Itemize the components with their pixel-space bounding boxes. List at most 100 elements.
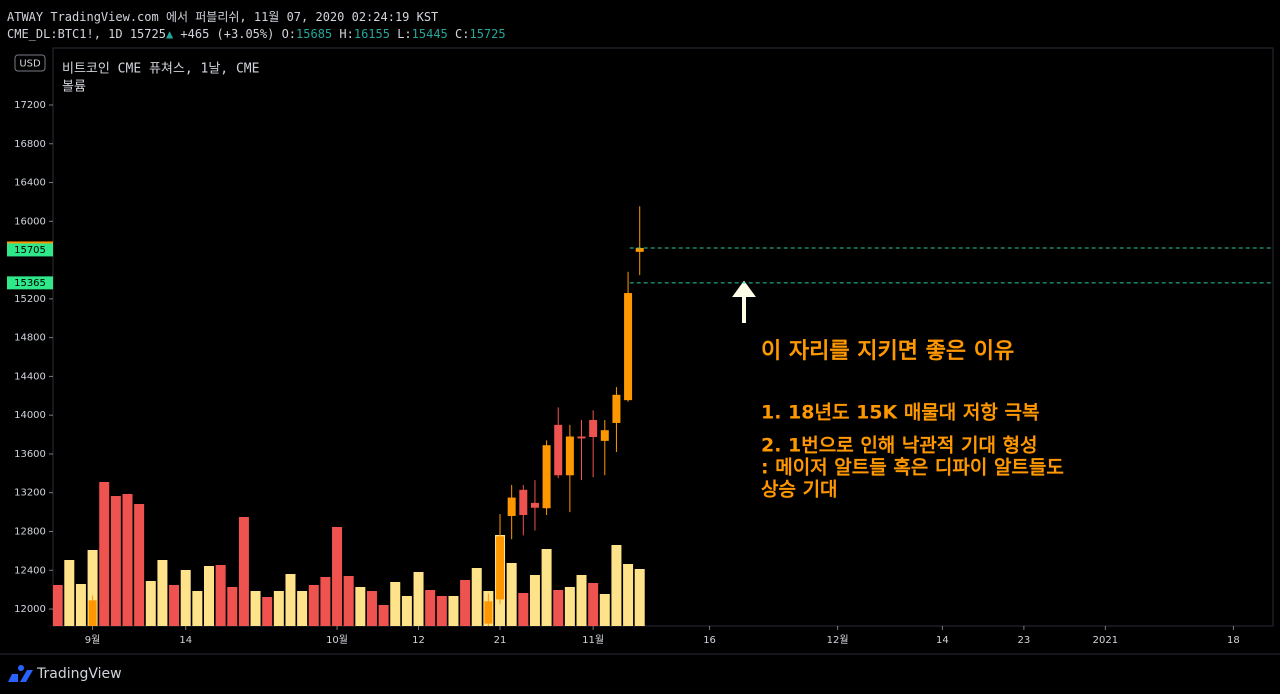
volume-bar xyxy=(553,590,564,626)
axis-unit-box xyxy=(14,54,46,72)
candle-body xyxy=(565,436,574,476)
x-tick-label: 10월 xyxy=(326,634,348,646)
x-tick-label: 21 xyxy=(494,635,507,646)
y-tick-label: 16400 xyxy=(14,178,46,189)
volume-bar xyxy=(425,590,436,626)
volume-bar xyxy=(285,574,296,626)
volume-bar xyxy=(250,591,261,626)
volume-bar xyxy=(599,594,610,626)
y-tick-label: 14800 xyxy=(14,333,46,344)
volume-bar xyxy=(634,569,645,626)
x-tick-label: 14 xyxy=(179,635,192,646)
volume-bar xyxy=(308,585,319,626)
volume-bar xyxy=(64,560,75,626)
y-tick-label: 16000 xyxy=(14,216,46,227)
volume-bar xyxy=(169,585,180,626)
plot-frame xyxy=(52,47,1274,627)
volume-bar xyxy=(541,549,552,626)
low-value: 15445 xyxy=(411,27,448,41)
high-value: 16155 xyxy=(353,27,390,41)
brand[interactable]: TradingView xyxy=(36,666,122,682)
volume-bar xyxy=(273,591,284,626)
close-value: 15725 xyxy=(469,27,506,41)
symbol-line: CME_DL:BTC1!, 1D 15725▲ +465 (+3.05%) O:… xyxy=(7,27,506,41)
x-tick-label: 12월 xyxy=(827,634,849,646)
candle-body xyxy=(635,247,644,252)
x-tick-label: 12 xyxy=(412,635,425,646)
annotation-point: 1. 18년도 15K 매물대 저항 극복 xyxy=(761,402,1039,424)
x-tick-label: 18 xyxy=(1227,635,1240,646)
volume-bar xyxy=(320,577,331,626)
volume-bar xyxy=(343,576,354,626)
price-label-box xyxy=(7,276,53,290)
volume-bar xyxy=(145,581,156,626)
volume-bar xyxy=(297,591,308,626)
y-tick-label: 12400 xyxy=(14,565,46,576)
volume-bar xyxy=(134,504,145,626)
volume-bar xyxy=(355,587,366,626)
volume-bar xyxy=(390,582,401,626)
annotation-point: 상승 기대 xyxy=(761,479,838,501)
y-tick-label: 16800 xyxy=(14,139,46,150)
legend-title: 비트코인 CME 퓨쳐스, 1날, CME xyxy=(62,62,259,77)
volume-bar xyxy=(180,570,191,626)
y-tick-label: 14000 xyxy=(14,410,46,421)
volume-bar xyxy=(518,593,529,626)
candle-body xyxy=(519,489,528,516)
candle-body xyxy=(554,424,563,476)
volume-bar xyxy=(75,584,86,626)
annotation-point: : 메이저 알트들 혹은 디파이 알트들도 xyxy=(761,456,1064,479)
volume-bar xyxy=(87,550,98,626)
annotation-point: 2. 1번으로 인해 낙관적 기대 형성 xyxy=(761,435,1038,457)
volume-bar xyxy=(53,585,63,626)
volume-bar xyxy=(366,591,377,626)
volume-bar xyxy=(99,482,110,626)
candle-body xyxy=(542,445,551,509)
y-tick-label: 12000 xyxy=(14,604,46,615)
symbol: CME_DL:BTC1!, 1D xyxy=(7,27,123,41)
volume-bar xyxy=(529,575,540,626)
volume-bar xyxy=(623,564,634,626)
candle-body xyxy=(600,430,609,441)
price-label: 15705 xyxy=(14,245,46,256)
open-value: 15685 xyxy=(296,27,333,41)
volume-bar xyxy=(506,563,517,626)
x-tick-label: 14 xyxy=(936,635,949,646)
last-price: 15725 xyxy=(129,27,166,41)
volume-bar xyxy=(401,596,412,626)
plot xyxy=(53,206,645,626)
volume-bar xyxy=(436,596,447,626)
volume-bar xyxy=(576,575,587,626)
volume-bar xyxy=(203,566,214,626)
volume-bar xyxy=(215,565,226,626)
x-tick-label: 11월 xyxy=(582,634,604,646)
price-label-box xyxy=(7,243,53,257)
x-tick-label: 23 xyxy=(1018,635,1031,646)
volume-bar xyxy=(564,587,575,626)
x-tick-label: 9월 xyxy=(85,634,101,646)
brand-logo-dot xyxy=(18,665,24,671)
close-label: C: xyxy=(455,27,470,41)
volume-bar xyxy=(611,545,622,626)
volume-bar xyxy=(471,568,482,626)
y-tick-label: 13200 xyxy=(14,488,46,499)
candle-body xyxy=(624,293,633,401)
up-arrow: ▲ xyxy=(165,27,174,41)
price-label: 15365 xyxy=(14,278,46,289)
axis-unit: USD xyxy=(19,59,41,70)
volume-bar xyxy=(238,517,249,626)
annotation-arrow xyxy=(732,280,756,323)
volume-bar xyxy=(157,560,168,626)
legend-volume: 볼륨 xyxy=(62,80,86,95)
volume-bar xyxy=(413,572,424,626)
x-tick-label: 16 xyxy=(703,635,716,646)
candle-body xyxy=(530,502,539,508)
y-tick-label: 17200 xyxy=(14,100,46,111)
brand-logo xyxy=(8,670,33,682)
x-tick-label: 2021 xyxy=(1093,635,1118,646)
candle-body xyxy=(577,436,586,439)
candle-body xyxy=(612,394,621,423)
volume-bar xyxy=(110,496,121,626)
